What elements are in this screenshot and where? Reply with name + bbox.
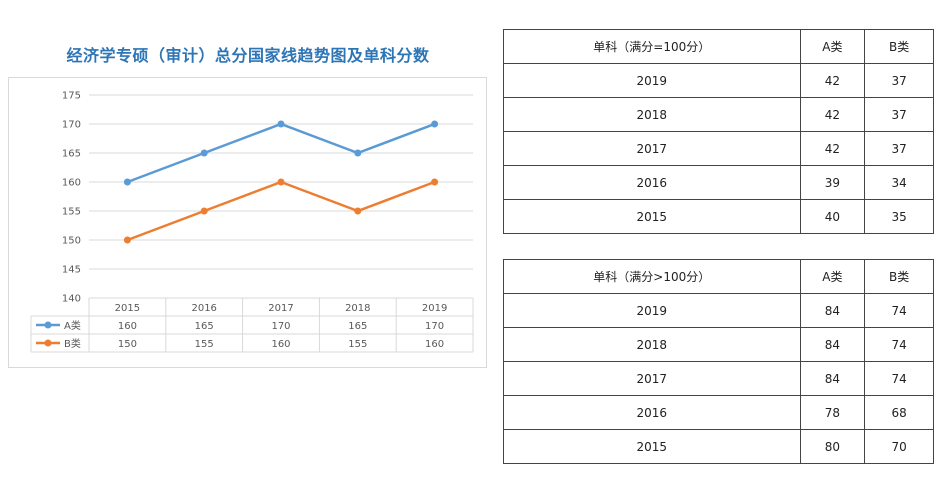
table-header-subject: 单科（满分=100分） bbox=[503, 29, 801, 64]
table-row: 2018 42 37 bbox=[503, 97, 934, 132]
single-subject-table-over-100: 单科（满分>100分） A类 B类 2019 84 74 2018 84 74 … bbox=[503, 259, 934, 464]
year-cell: 2017 bbox=[503, 361, 801, 396]
data-point bbox=[431, 178, 439, 186]
data-point bbox=[277, 120, 285, 128]
a-cell: 42 bbox=[799, 63, 866, 98]
a-cell: 84 bbox=[799, 327, 866, 362]
data-table-value: 155 bbox=[348, 339, 367, 350]
single-subject-table-100: 单科（满分=100分） A类 B类 2019 42 37 2018 42 37 … bbox=[503, 29, 934, 234]
b-cell: 74 bbox=[864, 327, 934, 362]
table-header-b: B类 bbox=[864, 29, 934, 64]
a-cell: 39 bbox=[799, 165, 866, 200]
x-tick-label: 2018 bbox=[345, 303, 370, 314]
table-row: 2015 40 35 bbox=[503, 199, 934, 234]
a-cell: 42 bbox=[799, 97, 866, 132]
year-cell: 2018 bbox=[503, 97, 801, 132]
chart-frame: 140 145 150 155 160 165 170 175 2015 2016 2017 2018… bbox=[8, 77, 487, 368]
x-tick-label: 2016 bbox=[191, 303, 216, 314]
table-row: 2019 42 37 bbox=[503, 63, 934, 98]
x-tick-label: 2017 bbox=[268, 303, 293, 314]
data-point bbox=[123, 236, 131, 244]
year-cell: 2015 bbox=[503, 199, 801, 234]
table-header-subject: 单科（满分>100分） bbox=[503, 259, 801, 294]
y-tick-label: 160 bbox=[62, 178, 81, 189]
y-tick-label: 165 bbox=[62, 149, 81, 160]
y-tick-label: 145 bbox=[62, 265, 81, 276]
b-cell: 74 bbox=[864, 293, 934, 328]
table-header-row: 单科（满分=100分） A类 B类 bbox=[503, 29, 934, 64]
line-chart: 140 145 150 155 160 165 170 175 2015 2016 2017 2018… bbox=[30, 91, 474, 353]
data-point bbox=[431, 120, 439, 128]
table-row: 2019 84 74 bbox=[503, 293, 934, 328]
data-point bbox=[200, 207, 208, 215]
table-row: 2018 84 74 bbox=[503, 327, 934, 362]
y-tick-label: 170 bbox=[62, 120, 81, 131]
year-cell: 2016 bbox=[503, 165, 801, 200]
table-row: 2017 42 37 bbox=[503, 131, 934, 166]
b-cell: 37 bbox=[864, 97, 934, 132]
data-point bbox=[123, 178, 131, 186]
a-cell: 42 bbox=[799, 131, 866, 166]
table-header-b: B类 bbox=[864, 259, 934, 294]
data-table-value: 160 bbox=[425, 339, 444, 350]
table-header-a: A类 bbox=[799, 259, 866, 294]
y-tick-label: 150 bbox=[62, 236, 81, 247]
data-point bbox=[354, 149, 362, 157]
b-cell: 37 bbox=[864, 63, 934, 98]
year-cell: 2019 bbox=[503, 63, 801, 98]
data-point bbox=[277, 178, 285, 186]
b-cell: 68 bbox=[864, 395, 934, 430]
legend-marker bbox=[44, 339, 52, 347]
chart-title: 经济学专硕（审计）总分国家线趋势图及单科分数 bbox=[66, 46, 430, 65]
data-table-value: 170 bbox=[425, 321, 444, 332]
a-cell: 80 bbox=[799, 429, 866, 464]
data-table-value: 160 bbox=[118, 321, 137, 332]
y-tick-label: 140 bbox=[62, 294, 81, 305]
data-table-value: 165 bbox=[195, 321, 214, 332]
table-header-a: A类 bbox=[799, 29, 866, 64]
year-cell: 2019 bbox=[503, 293, 801, 328]
a-cell: 84 bbox=[799, 361, 866, 396]
table-row: 2017 84 74 bbox=[503, 361, 934, 396]
data-table-value: 165 bbox=[348, 321, 367, 332]
year-cell: 2015 bbox=[503, 429, 801, 464]
data-table-value: 155 bbox=[195, 339, 214, 350]
legend-label: A类 bbox=[64, 319, 81, 332]
data-table-value: 160 bbox=[271, 339, 290, 350]
year-cell: 2017 bbox=[503, 131, 801, 166]
y-tick-label: 175 bbox=[62, 91, 81, 102]
table-header-row: 单科（满分>100分） A类 B类 bbox=[503, 259, 934, 294]
b-cell: 70 bbox=[864, 429, 934, 464]
b-cell: 74 bbox=[864, 361, 934, 396]
data-table-value: 170 bbox=[271, 321, 290, 332]
y-tick-label: 155 bbox=[62, 207, 81, 218]
table-row: 2016 39 34 bbox=[503, 165, 934, 200]
b-cell: 34 bbox=[864, 165, 934, 200]
table-row: 2015 80 70 bbox=[503, 429, 934, 464]
data-point bbox=[354, 207, 362, 215]
b-cell: 37 bbox=[864, 131, 934, 166]
legend-marker bbox=[44, 321, 52, 329]
legend-label: B类 bbox=[64, 337, 81, 350]
a-cell: 40 bbox=[799, 199, 866, 234]
x-tick-label: 2019 bbox=[422, 303, 447, 314]
data-table-value: 150 bbox=[118, 339, 137, 350]
year-cell: 2016 bbox=[503, 395, 801, 430]
a-cell: 84 bbox=[799, 293, 866, 328]
a-cell: 78 bbox=[799, 395, 866, 430]
b-cell: 35 bbox=[864, 199, 934, 234]
year-cell: 2018 bbox=[503, 327, 801, 362]
data-point bbox=[200, 149, 208, 157]
table-row: 2016 78 68 bbox=[503, 395, 934, 430]
x-tick-label: 2015 bbox=[115, 303, 140, 314]
